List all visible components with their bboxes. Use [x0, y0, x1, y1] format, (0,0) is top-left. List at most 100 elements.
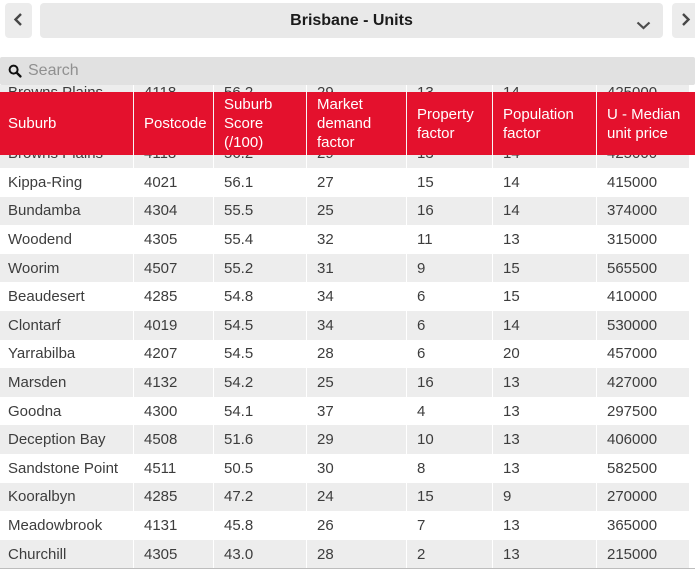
cell-median-unit-price: 425000 — [596, 155, 689, 168]
cell-postcode: 4304 — [133, 196, 213, 226]
cell-property-factor: 7 — [406, 511, 492, 540]
cell-population-factor: 13 — [492, 368, 596, 397]
cell-property-factor: 11 — [406, 225, 492, 254]
cell-population-factor: 14 — [492, 155, 596, 168]
cell-postcode: 4285 — [133, 282, 213, 311]
partially-scrolled-row-bottom: Browns Plains411856.2291314425000 — [0, 155, 695, 168]
cell-suburb: Deception Bay — [8, 431, 106, 449]
cell-market-demand-factor: 26 — [306, 511, 406, 540]
cell-suburb-score: 54.8 — [213, 282, 306, 311]
cell-population-factor: 14 — [492, 168, 596, 197]
cell-population-factor: 15 — [492, 282, 596, 311]
search-input[interactable] — [28, 62, 695, 80]
cell-suburb-score: 54.1 — [213, 396, 306, 426]
cell-suburb: Beaudesert — [8, 288, 85, 306]
suburb-data-table: Browns Plains411856.2291314425000 Suburb… — [0, 85, 695, 570]
cell-postcode: 4132 — [133, 368, 213, 397]
column-header-suburb[interactable]: Suburb — [8, 115, 57, 132]
cell-market-demand-factor: 30 — [306, 453, 406, 483]
cell-median-unit-price: 297500 — [596, 396, 689, 426]
cell-population-factor: 13 — [492, 396, 596, 426]
column-header-postcode[interactable]: Postcode — [133, 92, 213, 155]
cell-property-factor: 16 — [406, 196, 492, 226]
column-header-market-demand-factor[interactable]: Market demand factor — [306, 92, 406, 155]
cell-population-factor: 14 — [492, 85, 596, 92]
cell-suburb: Woodend — [8, 230, 72, 248]
cell-postcode: 4508 — [133, 425, 213, 454]
table-row[interactable]: Sandstone Point 4511 50.5 30 8 13 582500 — [0, 453, 689, 483]
cell-property-factor: 4 — [406, 396, 492, 426]
cell-suburb-score: 56.1 — [213, 168, 306, 197]
chevron-down-icon — [636, 17, 651, 35]
cell-property-factor: 15 — [406, 168, 492, 197]
cell-property-factor: 8 — [406, 453, 492, 483]
cell-suburb-score: 43.0 — [213, 539, 306, 569]
cell-postcode: 4300 — [133, 396, 213, 426]
table-row-partial[interactable]: Browns Plains411856.2291314425000 — [0, 85, 689, 92]
column-header-population-factor[interactable]: Population factor — [492, 92, 596, 155]
cell-median-unit-price: 565500 — [596, 253, 689, 283]
cell-postcode: 4019 — [133, 310, 213, 340]
cell-property-factor: 16 — [406, 368, 492, 397]
column-header-suburb-score[interactable]: Suburb Score (/100) — [213, 92, 306, 155]
table-row[interactable]: Beaudesert 4285 54.8 34 6 15 410000 — [0, 282, 689, 311]
table-row[interactable]: Meadowbrook 4131 45.8 26 7 13 365000 — [0, 511, 689, 540]
top-navigation-bar: Brisbane - Units — [0, 0, 695, 41]
table-row[interactable]: Goodna 4300 54.1 37 4 13 297500 — [0, 396, 689, 426]
cell-population-factor: 20 — [492, 339, 596, 369]
cell-postcode: 4131 — [133, 511, 213, 540]
cell-postcode: 4511 — [133, 453, 213, 483]
cell-suburb: Clontarf — [8, 316, 61, 334]
cell-postcode: 4305 — [133, 225, 213, 254]
table-row[interactable]: Bundamba 4304 55.5 25 16 14 374000 — [0, 196, 689, 226]
cell-population-factor: 13 — [492, 225, 596, 254]
table-row[interactable]: Yarrabilba 4207 54.5 28 6 20 457000 — [0, 339, 689, 369]
cell-property-factor: 6 — [406, 339, 492, 369]
table-bottom-border — [0, 568, 695, 570]
cell-suburb-score: 47.2 — [213, 482, 306, 512]
report-selector-dropdown[interactable]: Brisbane - Units — [40, 3, 663, 38]
cell-suburb-score: 55.4 — [213, 225, 306, 254]
cell-postcode: 4305 — [133, 539, 213, 569]
cell-suburb-score: 56.2 — [213, 85, 306, 92]
cell-postcode: 4118 — [133, 155, 213, 168]
cell-suburb: Woorim — [8, 259, 60, 277]
cell-population-factor: 14 — [492, 310, 596, 340]
cell-property-factor: 6 — [406, 310, 492, 340]
cell-property-factor: 9 — [406, 253, 492, 283]
search-bar[interactable] — [0, 57, 695, 85]
table-row[interactable]: Woorim 4507 55.2 31 9 15 565500 — [0, 253, 689, 283]
cell-market-demand-factor: 25 — [306, 368, 406, 397]
table-row[interactable]: Clontarf 4019 54.5 34 6 14 530000 — [0, 310, 689, 340]
column-header-median-unit-price[interactable]: U - Median unit price — [596, 92, 695, 155]
previous-report-button[interactable] — [5, 3, 32, 38]
next-report-button[interactable] — [672, 3, 695, 38]
table-row[interactable]: Churchill 4305 43.0 28 2 13 215000 — [0, 539, 689, 569]
cell-median-unit-price: 530000 — [596, 310, 689, 340]
cell-suburb: Sandstone Point — [8, 459, 119, 477]
table-row[interactable]: Marsden 4132 54.2 25 16 13 427000 — [0, 368, 689, 397]
table-row[interactable]: Woodend 4305 55.4 32 11 13 315000 — [0, 225, 689, 254]
chevron-left-icon — [13, 12, 24, 30]
cell-market-demand-factor: 32 — [306, 225, 406, 254]
partially-scrolled-row-top: Browns Plains411856.2291314425000 — [0, 85, 695, 92]
cell-market-demand-factor: 31 — [306, 253, 406, 283]
cell-market-demand-factor: 24 — [306, 482, 406, 512]
cell-property-factor: 6 — [406, 282, 492, 311]
table-row[interactable]: Kooralbyn 4285 47.2 24 15 9 270000 — [0, 482, 689, 512]
column-header-property-factor[interactable]: Property factor — [406, 92, 492, 155]
table-row[interactable]: Deception Bay 4508 51.6 29 10 13 406000 — [0, 425, 689, 454]
cell-median-unit-price: 215000 — [596, 539, 689, 569]
cell-postcode: 4021 — [133, 168, 213, 197]
cell-property-factor: 15 — [406, 482, 492, 512]
cell-market-demand-factor: 29 — [306, 425, 406, 454]
table-row-partial[interactable]: Browns Plains411856.2291314425000 — [0, 155, 689, 168]
cell-suburb: Goodna — [8, 402, 62, 420]
cell-property-factor: 13 — [406, 155, 492, 168]
table-row[interactable]: Kippa-Ring 4021 56.1 27 15 14 415000 — [0, 168, 689, 197]
cell-market-demand-factor: 34 — [306, 310, 406, 340]
search-icon — [8, 64, 22, 78]
cell-suburb: Browns Plains — [0, 155, 133, 168]
cell-market-demand-factor: 27 — [306, 168, 406, 197]
cell-suburb-score: 56.2 — [213, 155, 306, 168]
